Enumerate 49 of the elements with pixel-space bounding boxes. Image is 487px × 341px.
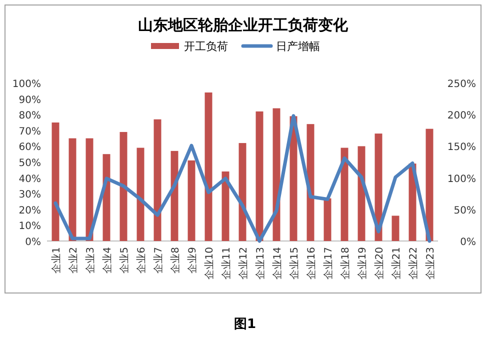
x-tick-label: 企业21 (390, 247, 402, 280)
line-series (54, 114, 432, 243)
bar (120, 132, 128, 241)
x-tick-label: 企业20 (374, 247, 386, 280)
y-tick-label: 30% (18, 190, 41, 201)
x-tick-label: 企业8 (170, 247, 182, 274)
y-tick-label: 50% (18, 158, 41, 169)
y2-tick-label: 100% (447, 174, 476, 185)
legend-label: 日产增幅 (276, 40, 320, 53)
y2-tick-label: 150% (447, 142, 476, 154)
y-tick-label: 20% (18, 205, 41, 216)
caption: 图1 (234, 317, 256, 332)
x-tick-label: 企业4 (102, 247, 114, 274)
y2-tick-label: 200% (447, 110, 476, 122)
x-tick-label: 企业19 (356, 247, 368, 280)
x-tick-label: 企业10 (204, 247, 216, 280)
x-tick-label: 企业16 (306, 247, 318, 280)
x-tick-label: 企业5 (118, 247, 130, 274)
x-tick-label: 企业2 (68, 247, 80, 274)
y2-tick-label: 250% (447, 79, 476, 90)
x-tick-label: 企业11 (220, 247, 232, 280)
x-tick-label: 企业12 (238, 247, 250, 280)
x-tick-label: 企业9 (186, 247, 198, 274)
bar (188, 160, 196, 241)
y-tick-label: 100% (12, 79, 41, 90)
x-tick-label: 企业6 (136, 247, 148, 274)
y-tick-label: 90% (18, 94, 41, 106)
x-tick-label: 企业17 (322, 247, 334, 280)
y-tick-label: 0% (25, 237, 41, 248)
x-tick-label: 企业14 (272, 247, 284, 280)
x-tick-label: 企业7 (152, 247, 164, 274)
y-tick-label: 70% (18, 126, 41, 138)
x-tick-label: 企业1 (50, 247, 62, 274)
bar (52, 122, 60, 241)
x-tick-label: 企业3 (84, 247, 96, 274)
legend-label: 开工负荷 (184, 40, 228, 53)
y-tick-label: 40% (18, 174, 41, 185)
x-tick-label: 企业23 (424, 247, 436, 280)
chart-title: 山东地区轮胎企业开工负荷变化 (138, 16, 349, 34)
y-tick-label: 10% (18, 221, 41, 232)
x-tick-label: 企业13 (254, 247, 266, 280)
x-tick-label: 企业22 (408, 247, 420, 280)
x-tick-label: 企业18 (340, 247, 352, 280)
x-tick-label: 企业15 (288, 247, 300, 280)
bar (392, 216, 400, 241)
y-tick-label: 80% (18, 110, 41, 122)
y-tick-label: 60% (18, 142, 41, 154)
y2-tick-label: 0% (460, 237, 476, 248)
y2-tick-label: 50% (454, 205, 476, 216)
